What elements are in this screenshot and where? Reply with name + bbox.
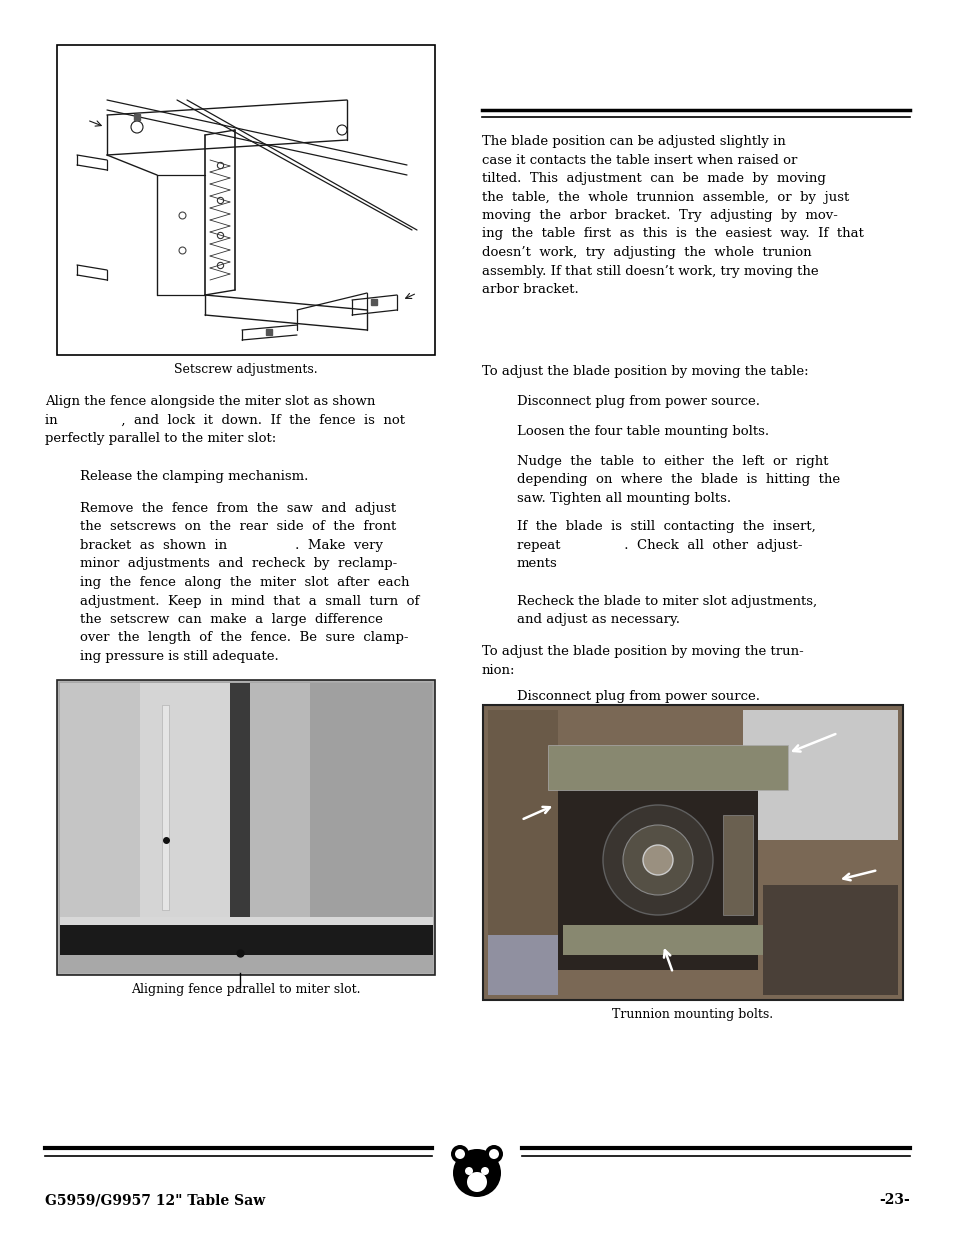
Circle shape xyxy=(484,1145,502,1163)
Circle shape xyxy=(467,1172,486,1192)
Bar xyxy=(230,683,250,927)
Text: The blade position can be adjusted slightly in
case it contacts the table insert: The blade position can be adjusted sligh… xyxy=(481,135,863,296)
Text: Nudge  the  table  to  either  the  left  or  right
depending  on  where  the  b: Nudge the table to either the left or ri… xyxy=(517,454,840,505)
Circle shape xyxy=(464,1167,473,1174)
Bar xyxy=(488,935,558,995)
Circle shape xyxy=(642,845,672,876)
Text: -23-: -23- xyxy=(879,1193,909,1207)
Text: To adjust the blade position by moving the table:: To adjust the blade position by moving t… xyxy=(481,366,808,378)
Text: Setscrew adjustments.: Setscrew adjustments. xyxy=(174,363,317,375)
Text: Loosen the four table mounting bolts.: Loosen the four table mounting bolts. xyxy=(517,425,768,438)
Bar xyxy=(57,680,435,974)
Text: Align the fence alongside the miter slot as shown
in               ,  and  lock : Align the fence alongside the miter slot… xyxy=(45,395,405,445)
Circle shape xyxy=(602,805,712,915)
Bar xyxy=(722,815,752,915)
Bar xyxy=(57,44,435,354)
Bar xyxy=(310,683,432,927)
Text: To adjust the blade position by moving the trun-
nion:: To adjust the blade position by moving t… xyxy=(481,645,803,677)
Bar xyxy=(562,925,782,955)
Text: Disconnect plug from power source.: Disconnect plug from power source. xyxy=(517,395,760,408)
Text: Remove  the  fence  from  the  saw  and  adjust
the  setscrews  on  the  rear  s: Remove the fence from the saw and adjust… xyxy=(80,501,419,663)
Text: Disconnect plug from power source.: Disconnect plug from power source. xyxy=(517,690,760,703)
Bar xyxy=(250,683,310,927)
Bar xyxy=(762,885,897,995)
Text: G5959/G9957 12" Table Saw: G5959/G9957 12" Table Saw xyxy=(45,1193,265,1207)
Circle shape xyxy=(451,1145,469,1163)
Text: Release the clamping mechanism.: Release the clamping mechanism. xyxy=(80,471,308,483)
Bar xyxy=(547,745,787,790)
Text: If  the  blade  is  still  contacting  the  insert,
repeat               .  Chec: If the blade is still contacting the ins… xyxy=(517,520,815,571)
Circle shape xyxy=(455,1149,464,1158)
Text: Recheck the blade to miter slot adjustments,
and adjust as necessary.: Recheck the blade to miter slot adjustme… xyxy=(517,595,817,626)
Circle shape xyxy=(622,825,692,895)
Text: Trunnion mounting bolts.: Trunnion mounting bolts. xyxy=(612,1008,773,1021)
Circle shape xyxy=(489,1149,498,1158)
Circle shape xyxy=(480,1167,489,1174)
Bar xyxy=(59,682,433,973)
Bar xyxy=(162,705,169,910)
Bar xyxy=(742,710,897,840)
Circle shape xyxy=(453,1149,500,1197)
Bar xyxy=(60,683,140,927)
Bar xyxy=(485,708,899,997)
Bar xyxy=(140,683,230,927)
Text: Aligning fence parallel to miter slot.: Aligning fence parallel to miter slot. xyxy=(132,983,360,995)
Bar xyxy=(488,710,558,995)
Bar xyxy=(60,925,433,955)
Bar xyxy=(558,755,758,969)
Bar xyxy=(482,705,902,1000)
Bar xyxy=(60,918,433,925)
